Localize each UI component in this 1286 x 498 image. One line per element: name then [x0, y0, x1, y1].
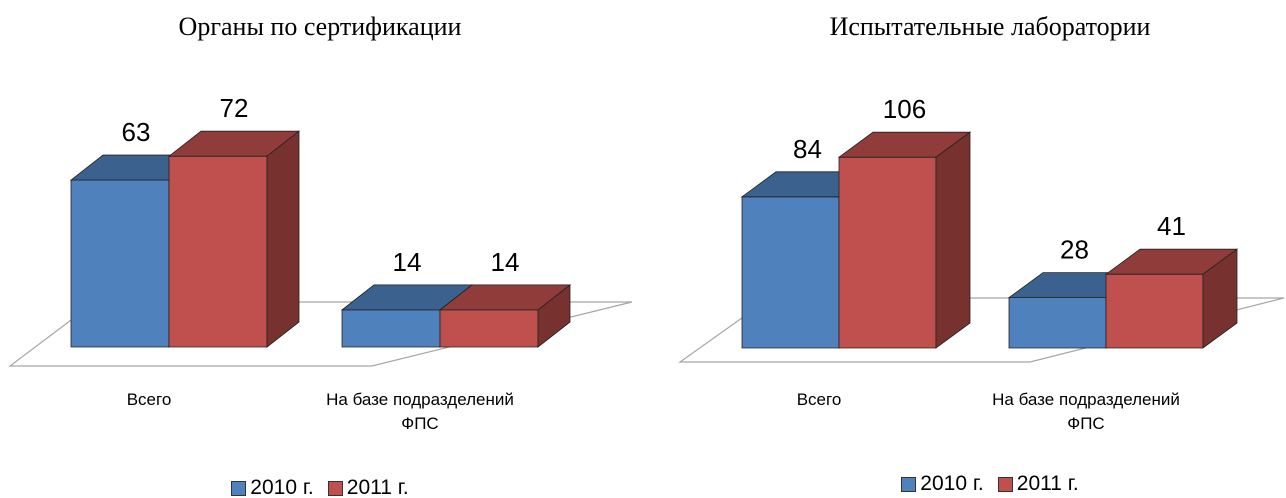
legend-item: 2011 г.	[997, 472, 1079, 496]
x-tick-label: На базе подразделений ФПС	[326, 390, 514, 433]
x-tick-label: На базе подразделений ФПС	[992, 390, 1180, 433]
bar-front	[439, 309, 539, 348]
bar-front	[741, 196, 840, 349]
data-label: 41	[1157, 211, 1186, 241]
bar-front	[168, 155, 268, 348]
bar-front	[341, 309, 441, 348]
bar	[438, 284, 572, 348]
bar-front	[838, 156, 937, 349]
legend-label: 2011 г.	[1016, 472, 1079, 495]
bar-side	[935, 131, 971, 349]
chart-title: Органы по сертификации	[178, 12, 462, 41]
legend-label: 2011 г.	[346, 476, 409, 498]
legend-swatch	[901, 476, 917, 492]
legend-label: 2010 г.	[250, 476, 314, 498]
bar-side	[1202, 248, 1238, 349]
x-tick-label: Всего	[126, 390, 172, 409]
bar	[837, 131, 972, 349]
bar-front	[1008, 297, 1107, 349]
data-label: 106	[883, 94, 926, 124]
legend-item: 2010 г.	[901, 472, 984, 496]
legend-label: 2010 г.	[920, 472, 984, 495]
legend: 2010 г. 2011 г.	[840, 472, 1140, 496]
x-tick-label: Всего	[796, 390, 842, 409]
bar-side	[266, 130, 300, 348]
bar	[1104, 248, 1239, 349]
bar-front	[70, 179, 170, 348]
legend-item: 2011 г.	[327, 476, 409, 498]
legend-item: 2010 г.	[231, 476, 314, 498]
chart-title: Испытательные лаборатории	[829, 12, 1151, 41]
legend-swatch	[997, 476, 1013, 492]
data-label: 28	[1060, 235, 1089, 265]
legend-swatch	[231, 480, 247, 496]
bar	[167, 130, 301, 348]
bar-side	[537, 284, 571, 348]
legend: 2010 г. 2011 г.	[170, 476, 470, 498]
data-label: 72	[220, 93, 249, 123]
legend-swatch	[327, 480, 343, 496]
bar-front	[1105, 273, 1204, 349]
data-label: 14	[491, 247, 520, 277]
data-label: 63	[122, 117, 151, 147]
data-label: 14	[393, 247, 422, 277]
data-label: 84	[793, 134, 822, 164]
